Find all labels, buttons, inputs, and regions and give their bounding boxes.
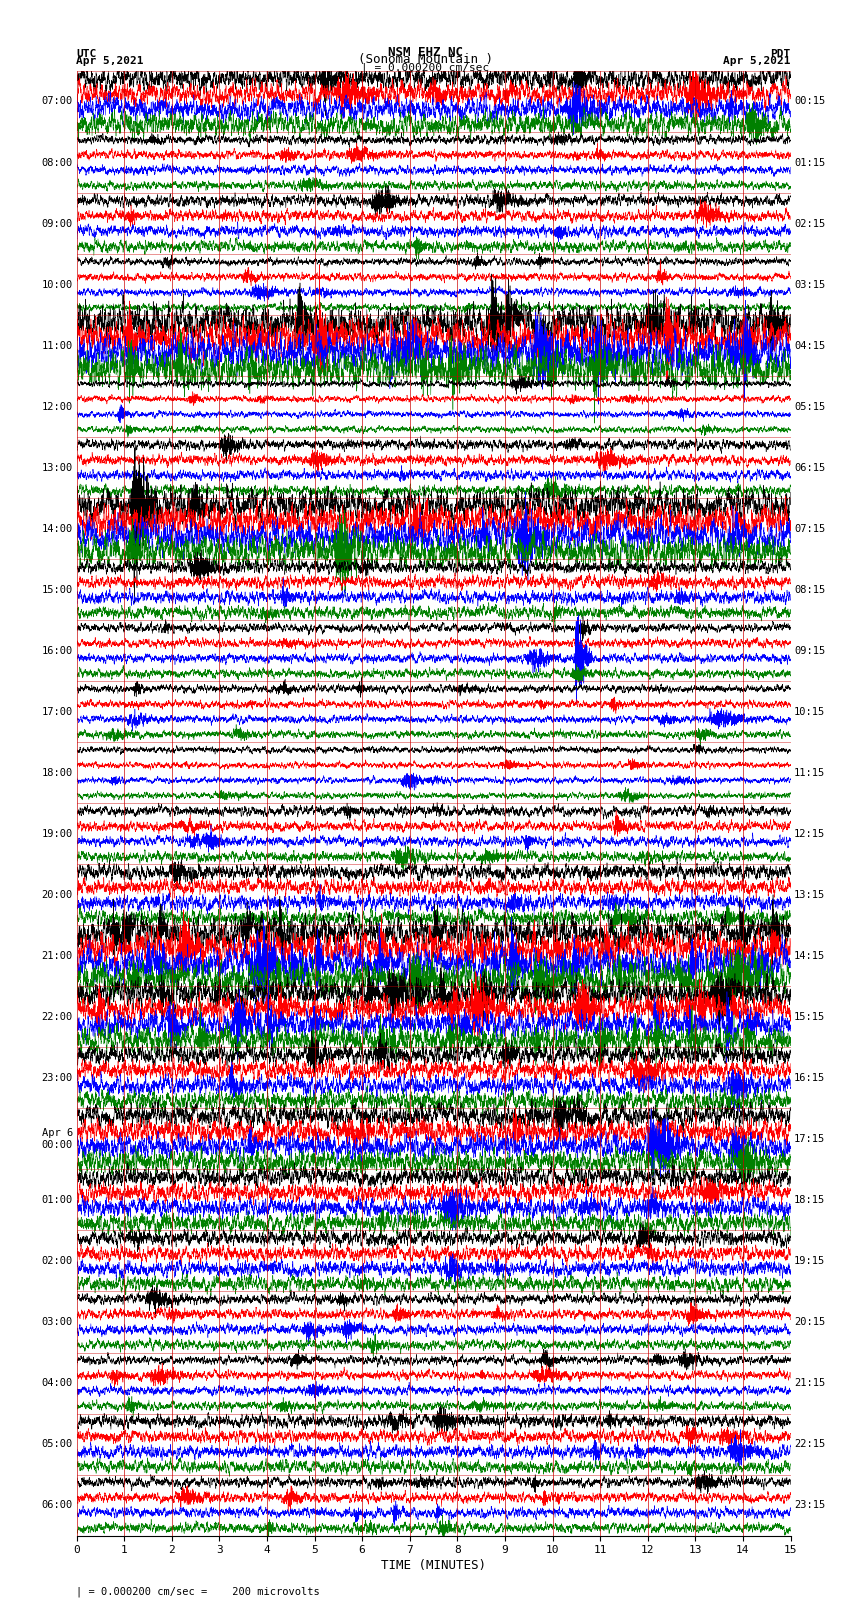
Text: 03:15: 03:15 bbox=[794, 279, 825, 290]
Text: 17:00: 17:00 bbox=[42, 706, 73, 716]
Text: 17:15: 17:15 bbox=[794, 1134, 825, 1144]
Text: 12:15: 12:15 bbox=[794, 829, 825, 839]
Text: 22:00: 22:00 bbox=[42, 1011, 73, 1023]
Text: 11:00: 11:00 bbox=[42, 340, 73, 350]
Text: 02:15: 02:15 bbox=[794, 218, 825, 229]
Text: 19:15: 19:15 bbox=[794, 1257, 825, 1266]
Text: 13:15: 13:15 bbox=[794, 890, 825, 900]
Text: 22:15: 22:15 bbox=[794, 1439, 825, 1448]
Text: 20:00: 20:00 bbox=[42, 890, 73, 900]
Text: 10:15: 10:15 bbox=[794, 706, 825, 716]
Text: 07:15: 07:15 bbox=[794, 524, 825, 534]
Text: 19:00: 19:00 bbox=[42, 829, 73, 839]
Text: 08:00: 08:00 bbox=[42, 158, 73, 168]
Text: Apr 6
00:00: Apr 6 00:00 bbox=[42, 1127, 73, 1150]
Text: 10:00: 10:00 bbox=[42, 279, 73, 290]
Text: 15:00: 15:00 bbox=[42, 584, 73, 595]
Text: 16:00: 16:00 bbox=[42, 645, 73, 656]
Text: 13:00: 13:00 bbox=[42, 463, 73, 473]
Text: PDT: PDT bbox=[770, 48, 790, 58]
Text: 07:00: 07:00 bbox=[42, 97, 73, 106]
Text: 11:15: 11:15 bbox=[794, 768, 825, 777]
Text: UTC: UTC bbox=[76, 48, 97, 58]
Text: 02:00: 02:00 bbox=[42, 1257, 73, 1266]
Text: 14:00: 14:00 bbox=[42, 524, 73, 534]
Text: 14:15: 14:15 bbox=[794, 950, 825, 961]
Text: | = 0.000200 cm/sec =    200 microvolts: | = 0.000200 cm/sec = 200 microvolts bbox=[76, 1586, 320, 1597]
Text: Apr 5,2021: Apr 5,2021 bbox=[76, 56, 144, 66]
Text: 18:15: 18:15 bbox=[794, 1195, 825, 1205]
Text: 12:00: 12:00 bbox=[42, 402, 73, 411]
Text: 16:15: 16:15 bbox=[794, 1073, 825, 1082]
Text: 18:00: 18:00 bbox=[42, 768, 73, 777]
Text: 05:15: 05:15 bbox=[794, 402, 825, 411]
Text: 23:15: 23:15 bbox=[794, 1500, 825, 1510]
Text: 03:00: 03:00 bbox=[42, 1316, 73, 1327]
Text: 09:00: 09:00 bbox=[42, 218, 73, 229]
Text: 09:15: 09:15 bbox=[794, 645, 825, 656]
Text: 04:15: 04:15 bbox=[794, 340, 825, 350]
Text: 00:15: 00:15 bbox=[794, 97, 825, 106]
Text: | = 0.000200 cm/sec: | = 0.000200 cm/sec bbox=[361, 63, 489, 73]
Text: 23:00: 23:00 bbox=[42, 1073, 73, 1082]
Text: 21:15: 21:15 bbox=[794, 1378, 825, 1389]
Text: (Sonoma Mountain ): (Sonoma Mountain ) bbox=[358, 53, 492, 66]
Text: Apr 5,2021: Apr 5,2021 bbox=[723, 56, 791, 66]
Text: 06:15: 06:15 bbox=[794, 463, 825, 473]
Text: 04:00: 04:00 bbox=[42, 1378, 73, 1389]
Text: 21:00: 21:00 bbox=[42, 950, 73, 961]
Text: 05:00: 05:00 bbox=[42, 1439, 73, 1448]
Text: NSM EHZ NC: NSM EHZ NC bbox=[388, 45, 462, 58]
X-axis label: TIME (MINUTES): TIME (MINUTES) bbox=[381, 1560, 486, 1573]
Text: 15:15: 15:15 bbox=[794, 1011, 825, 1023]
Text: 01:00: 01:00 bbox=[42, 1195, 73, 1205]
Text: 01:15: 01:15 bbox=[794, 158, 825, 168]
Text: 08:15: 08:15 bbox=[794, 584, 825, 595]
Text: 20:15: 20:15 bbox=[794, 1316, 825, 1327]
Text: 06:00: 06:00 bbox=[42, 1500, 73, 1510]
